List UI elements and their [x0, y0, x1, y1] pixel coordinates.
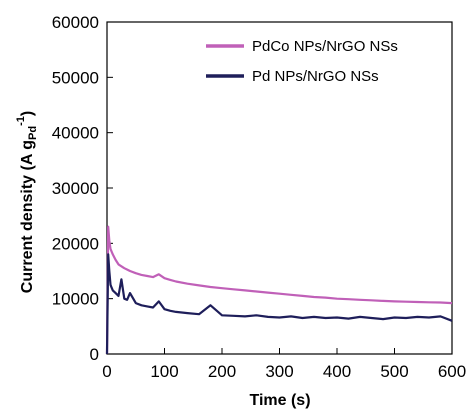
y-axis-title-superscript: -1 [15, 116, 27, 126]
y-tick-label: 30000 [52, 179, 99, 198]
y-axis-title-subscript: Pd [27, 126, 39, 140]
plot-area [106, 21, 453, 355]
x-tick-label: 500 [380, 362, 408, 381]
legend-label-pdco: PdCo NPs/NrGO NSs [252, 38, 398, 55]
legend: PdCo NPs/NrGO NSs Pd NPs/NrGO NSs [206, 38, 398, 85]
y-tick-label: 20000 [52, 234, 99, 253]
series-line-0 [105, 225, 453, 355]
x-tick-label: 400 [323, 362, 351, 381]
y-axis-title-close: ) [19, 111, 36, 116]
legend-label-pd: Pd NPs/NrGO NSs [252, 68, 379, 85]
y-tick-label: 60000 [52, 13, 99, 32]
x-tick-label: 300 [265, 362, 293, 381]
series-layer [105, 225, 453, 355]
y-tick-label: 10000 [52, 290, 99, 309]
x-axis-tick-labels: 0 100 200 300 400 500 600 [102, 362, 466, 381]
y-axis-title-main: Current density (A g [19, 140, 36, 293]
x-tick-label: 600 [438, 362, 466, 381]
x-tick-label: 100 [150, 362, 178, 381]
y-tick-label: 40000 [52, 124, 99, 143]
x-axis-title: Time (s) [249, 392, 310, 409]
y-tick-label: 50000 [52, 68, 99, 87]
series-line-1 [105, 253, 453, 355]
x-tick-label: 0 [102, 362, 111, 381]
y-tick-label: 0 [90, 345, 99, 364]
y-axis-title: Current density (A gPd-1) [15, 111, 39, 293]
y-axis-tick-labels: 0 10000 20000 30000 40000 50000 60000 [52, 13, 99, 364]
x-tick-label: 200 [208, 362, 236, 381]
